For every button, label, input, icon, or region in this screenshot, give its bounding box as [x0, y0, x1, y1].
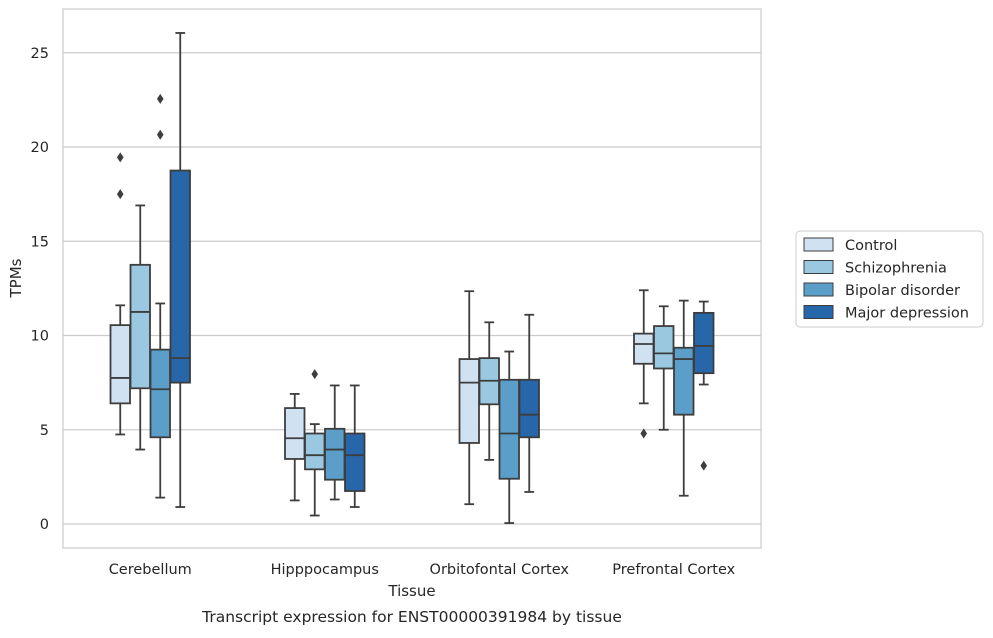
box-body	[344, 432, 366, 492]
box-body	[653, 325, 675, 370]
x-tick-label: Cerebellum	[109, 562, 192, 578]
x-axis-ticks: Cerebellum Hipppocampus Orbitofontal Corte…	[109, 562, 736, 578]
y-axis-label: TPMs	[7, 258, 25, 298]
outlier-point	[116, 189, 124, 200]
outlier-point	[156, 129, 164, 140]
y-axis-ticks: 0 5 10 15 20 25	[31, 46, 49, 533]
box-0-2	[458, 290, 480, 506]
box-body	[324, 427, 346, 481]
y-tick-label: 5	[40, 423, 49, 439]
outlier-point	[311, 369, 319, 380]
x-tick-label: Hipppocampus	[271, 562, 379, 578]
box-3-1	[344, 384, 366, 508]
box-0-0	[109, 152, 131, 436]
box-body	[109, 324, 131, 405]
y-tick-label: 25	[31, 46, 49, 62]
box-1-1	[304, 369, 326, 517]
box-2-0	[149, 93, 171, 499]
box-2-2	[498, 350, 520, 524]
grid	[63, 52, 761, 525]
box-body	[458, 358, 480, 444]
box-body	[518, 378, 540, 439]
x-tick-label: Orbitofontal Cortex	[430, 562, 570, 578]
chart-caption: Transcript expression for ENST0000039198…	[201, 608, 622, 626]
box-body	[693, 311, 715, 375]
box-1-2	[478, 321, 500, 461]
box-body	[129, 263, 151, 390]
legend-frame	[795, 230, 984, 328]
legend-label: Schizophrenia	[845, 261, 947, 277]
box-0-3	[633, 289, 655, 439]
plot-frame	[62, 8, 762, 549]
box-3-2	[518, 313, 540, 493]
box-body	[284, 407, 306, 460]
legend: Control Schizophrenia Bipolar disorder Majo…	[795, 230, 984, 328]
y-tick-label: 20	[31, 140, 49, 156]
y-tick-label: 0	[40, 517, 49, 533]
legend-swatch	[803, 260, 834, 274]
outlier-point	[116, 152, 124, 163]
box-body	[498, 378, 520, 480]
box-2-1	[324, 384, 346, 501]
x-tick-label: Prefrontal Cortex	[612, 562, 735, 578]
box-1-3	[653, 305, 675, 431]
box-3-0	[169, 32, 191, 508]
box-0-1	[284, 393, 306, 502]
legend-label: Major depression	[845, 306, 969, 322]
legend-label: Control	[845, 238, 897, 254]
box-body	[149, 348, 171, 439]
outlier-point	[156, 93, 164, 104]
x-axis-label: Tissue	[387, 582, 435, 600]
box-2-3	[673, 299, 695, 497]
box-3-3	[693, 300, 715, 471]
y-tick-label: 15	[31, 234, 49, 250]
box-body	[169, 169, 191, 384]
outlier-point	[700, 460, 708, 471]
boxes	[109, 32, 715, 524]
y-tick-label: 10	[31, 329, 49, 345]
legend-swatch	[803, 237, 834, 252]
box-1-0	[129, 204, 151, 451]
legend-label: Bipolar disorder	[845, 283, 960, 299]
legend-swatch	[803, 305, 834, 319]
box-body	[673, 346, 695, 416]
box-body	[304, 432, 326, 471]
outlier-point	[640, 428, 648, 439]
box-body	[633, 332, 655, 365]
legend-swatch	[803, 282, 834, 297]
